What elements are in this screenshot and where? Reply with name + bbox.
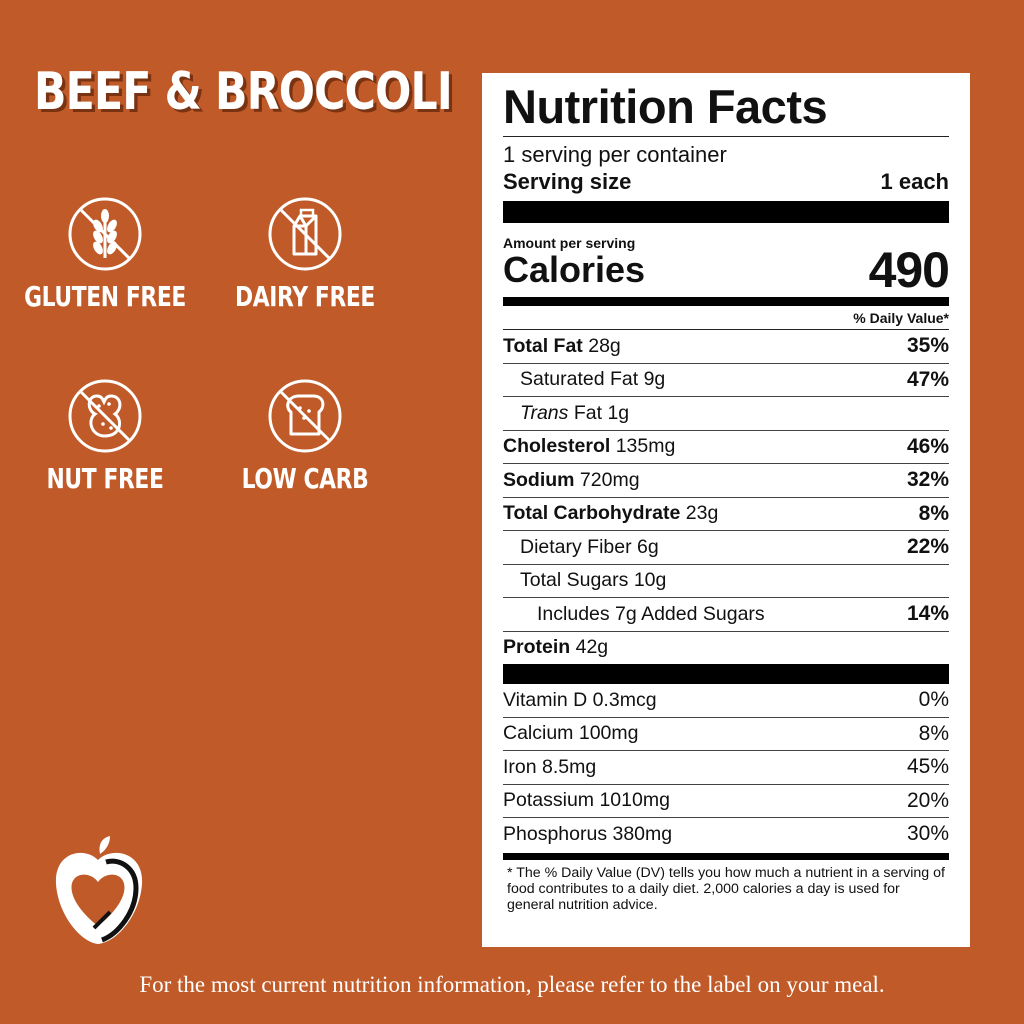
amount-per-serving: Amount per serving [503,235,636,251]
no-wheat-icon [67,196,143,272]
nutrient-row-total-sugars: Total Sugars 10g [503,565,949,598]
calories-row: Calories 490 [503,242,950,298]
calories-value: 490 [868,242,950,298]
vitamin-row: Vitamin D 0.3mcg 0% [503,684,949,718]
nutrient-row-total-carbohydrate: Total Carbohydrate 23g 8% [503,498,949,531]
nutrition-facts-panel: Nutrition Facts 1 serving per container … [482,73,970,947]
calories-label: Calories [503,249,646,290]
vitamin-row: Iron 8.5mg 45% [503,751,949,785]
nutrient-row-cholesterol: Cholesterol 135mg 46% [503,431,949,464]
divider-thick [503,664,949,684]
nutrient-row-trans-fat: Trans Fat 1g [503,397,949,431]
badge-label: DAIRY FREE [235,280,375,313]
vitamin-row: Potassium 1010mg 20% [503,785,949,818]
badge-label: GLUTEN FREE [24,280,186,313]
badge-label: LOW CARB [241,462,369,495]
no-milk-carton-icon [267,196,343,272]
badge-low-carb: LOW CARB [200,378,410,495]
product-title: BEEF & BROCCOLI [34,62,453,122]
badge-gluten-free: GLUTEN FREE [0,196,210,313]
serving-size-value: 1 each [880,169,950,194]
divider-medium [503,852,949,860]
nutrition-facts-heading: Nutrition Facts [503,80,828,133]
badge-dairy-free: DAIRY FREE [200,196,410,313]
divider-thick [503,201,949,223]
nutrient-row-dietary-fiber: Dietary Fiber 6g 22% [503,531,949,565]
nutrient-row-added-sugars: Includes 7g Added Sugars 14% [503,598,949,632]
daily-value-footnote: * The % Daily Value (DV) tells you how m… [507,864,945,913]
nutrient-row-sodium: Sodium 720mg 32% [503,464,949,498]
serving-size-label: Serving size [503,169,632,194]
apple-heart-logo-icon [48,832,148,952]
serving-size-row: Serving size 1 each [503,169,949,195]
nutrient-row-protein: Protein 42g [503,636,609,659]
badge-nut-free: NUT FREE [0,378,210,495]
badge-label: NUT FREE [46,462,164,495]
vitamin-row: Phosphorus 380mg 30% [503,822,949,846]
vitamin-row: Calcium 100mg 8% [503,718,949,751]
daily-value-header: % Daily Value* [503,306,949,330]
nutrient-row-saturated-fat: Saturated Fat 9g 47% [503,364,949,397]
no-peanut-icon [67,378,143,454]
no-bread-icon [267,378,343,454]
nutrient-row-total-fat: Total Fat 28g 35% [503,330,949,364]
servings-per-container: 1 serving per container [503,142,727,167]
divider-medium [503,297,949,306]
footer-disclaimer: For the most current nutrition informati… [139,972,885,997]
